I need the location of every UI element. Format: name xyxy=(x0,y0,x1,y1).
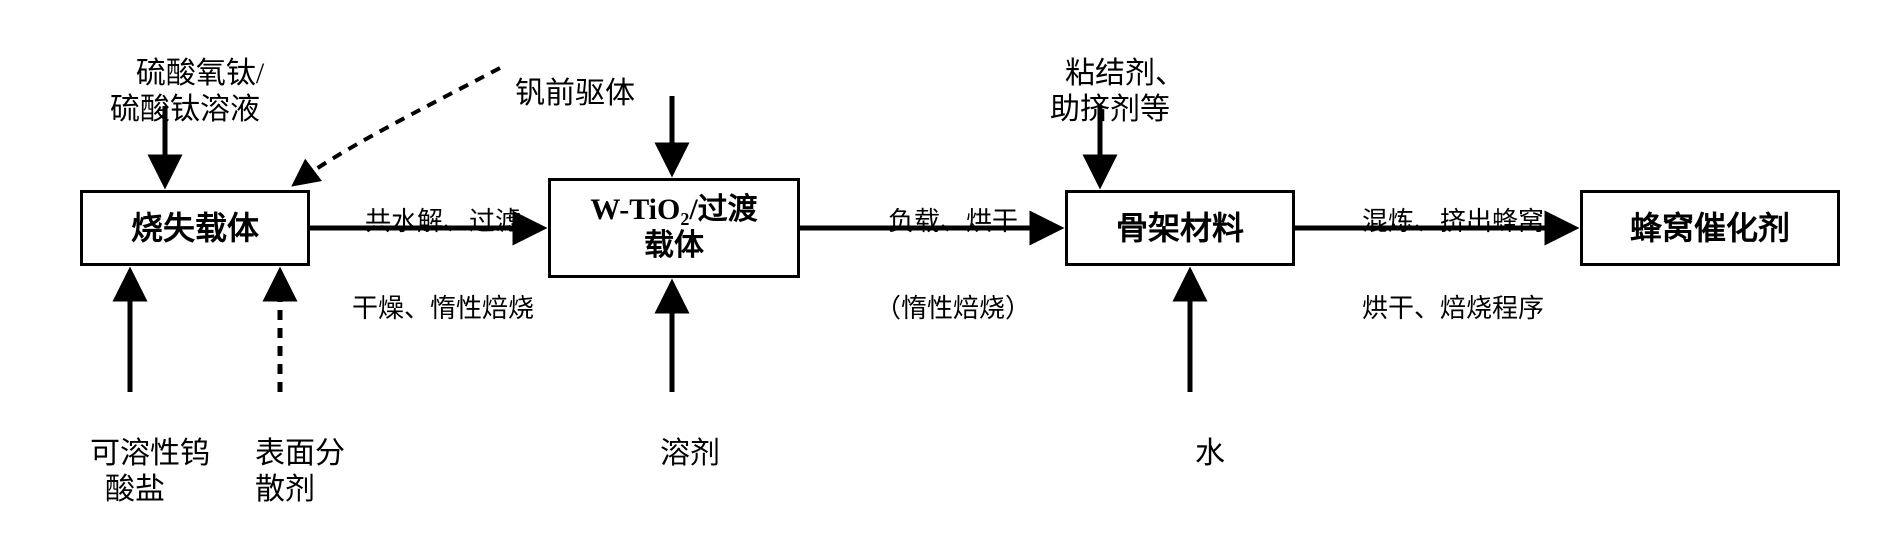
label-text: 溶剂 xyxy=(660,437,720,470)
box-label: W-TiO₂/过渡 载体 xyxy=(590,192,757,264)
edge-label-e2-bottom: （惰性焙烧） xyxy=(830,262,1050,356)
label-text: 烘干、焙烧程序 xyxy=(1362,294,1544,323)
label-dispersant: 表面分 散剂 xyxy=(215,400,355,544)
label-text: 水 xyxy=(1195,437,1225,470)
label-text: 硫酸氧钛/ 硫酸钛溶液 xyxy=(110,57,264,126)
label-solvent: 溶剂 xyxy=(625,400,725,508)
label-text: 共水解、过滤 xyxy=(365,207,521,236)
box-w-tio2-carrier: W-TiO₂/过渡 载体 xyxy=(548,178,800,278)
flowchart-canvas: 烧失载体 W-TiO₂/过渡 载体 骨架材料 蜂窝催化剂 硫酸氧钛/ 硫酸钛溶液… xyxy=(0,0,1893,526)
label-v-precursor: 钒前驱体 xyxy=(470,40,650,148)
label-text: 干燥、惰性焙烧 xyxy=(352,294,534,323)
label-text: （惰性焙烧） xyxy=(875,294,1031,323)
label-text: 负载、烘干 xyxy=(888,207,1018,236)
label-ti-solution: 硫酸氧钛/ 硫酸钛溶液 xyxy=(75,20,295,164)
box-label: 蜂窝催化剂 xyxy=(1630,209,1790,247)
edge-label-e1-bottom: 干燥、惰性焙烧 xyxy=(320,262,540,356)
edge-label-e3-bottom: 烘干、焙烧程序 xyxy=(1315,262,1565,356)
label-text: 粘结剂、 助挤剂等 xyxy=(1050,57,1185,126)
label-text: 表面分 散剂 xyxy=(255,437,345,506)
edge-label-e2-top: 负载、烘干 xyxy=(830,175,1050,269)
label-text: 可溶性钨 酸盐 xyxy=(90,437,210,506)
label-water: 水 xyxy=(1165,400,1225,508)
box-burnoff-carrier: 烧失载体 xyxy=(80,190,310,266)
label-text: 混炼、挤出蜂窝 xyxy=(1362,207,1544,236)
label-binder: 粘结剂、 助挤剂等 xyxy=(1000,20,1220,164)
label-text: 钒前驱体 xyxy=(515,77,635,110)
box-label: 烧失载体 xyxy=(131,209,259,247)
box-skeleton-material: 骨架材料 xyxy=(1065,190,1295,266)
edge-label-e1-top: 共水解、过滤 xyxy=(320,175,540,269)
box-honeycomb-catalyst: 蜂窝催化剂 xyxy=(1580,190,1840,266)
label-tungstate: 可溶性钨 酸盐 xyxy=(55,400,215,544)
edge-label-e3-top: 混炼、挤出蜂窝 xyxy=(1315,175,1565,269)
box-label: 骨架材料 xyxy=(1116,209,1244,247)
